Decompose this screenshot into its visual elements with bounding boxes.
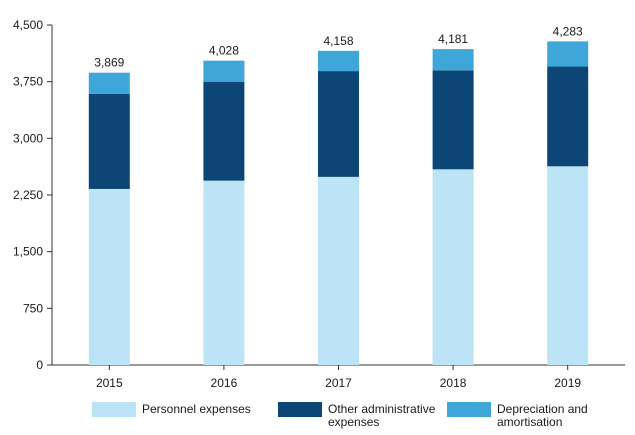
total-label: 4,158 [323, 34, 353, 48]
bar-segment-personnel [203, 180, 245, 365]
x-tick-label: 2015 [96, 376, 123, 390]
legend-item-depreciation: Depreciation and amortisation [447, 402, 622, 429]
bar-segment-other-admin [203, 81, 245, 181]
bar-segment-depreciation [432, 49, 474, 71]
y-tick-label: 4,500 [13, 18, 43, 32]
total-label: 4,283 [553, 24, 583, 38]
total-label: 3,869 [94, 56, 124, 70]
y-tick-label: 1,500 [13, 245, 43, 259]
x-tick-label: 2017 [325, 376, 352, 390]
total-labels: 3,869 4,028 4,158 4,181 4,283 [94, 24, 583, 69]
bar-segment-depreciation [203, 60, 245, 82]
legend-swatch-other-admin [278, 402, 322, 417]
y-tick-label: 2,250 [13, 188, 43, 202]
bar-segment-personnel [547, 166, 589, 365]
bar-segment-depreciation [88, 72, 130, 94]
y-tick-label: 3,750 [13, 75, 43, 89]
legend: Personnel expenses Other administrative … [92, 402, 632, 435]
bar-segment-other-admin [318, 71, 359, 177]
bar-segment-depreciation [318, 50, 359, 72]
total-label: 4,181 [438, 32, 468, 46]
bar-segment-depreciation [547, 41, 589, 67]
bar-segment-personnel [432, 169, 474, 365]
total-label: 4,028 [209, 44, 239, 58]
bar-segment-other-admin [432, 70, 474, 170]
legend-label-other-admin: Other administrative expenses [328, 402, 436, 429]
bars [88, 41, 589, 365]
y-tick-label: 3,000 [13, 131, 43, 145]
legend-item-personnel: Personnel expenses [92, 402, 267, 417]
y-tick-label: 0 [36, 358, 43, 372]
x-tick-label: 2016 [211, 376, 238, 390]
x-axis: 2015 2016 2017 2018 2019 [52, 364, 625, 390]
y-axis: 0 750 1,500 2,250 3,000 3,750 4,500 [13, 18, 53, 372]
bar-segment-other-admin [547, 66, 589, 167]
bar-segment-personnel [318, 176, 359, 365]
legend-item-other-admin: Other administrative expenses [278, 402, 453, 429]
x-tick-label: 2019 [554, 376, 581, 390]
legend-label-depreciation: Depreciation and amortisation [497, 402, 588, 429]
y-tick-label: 750 [23, 301, 43, 315]
x-tick-label: 2018 [440, 376, 467, 390]
legend-swatch-personnel [92, 402, 136, 417]
bar-segment-personnel [88, 188, 130, 365]
legend-swatch-depreciation [447, 402, 491, 417]
bar-segment-other-admin [88, 93, 130, 189]
legend-label-personnel: Personnel expenses [142, 402, 251, 416]
